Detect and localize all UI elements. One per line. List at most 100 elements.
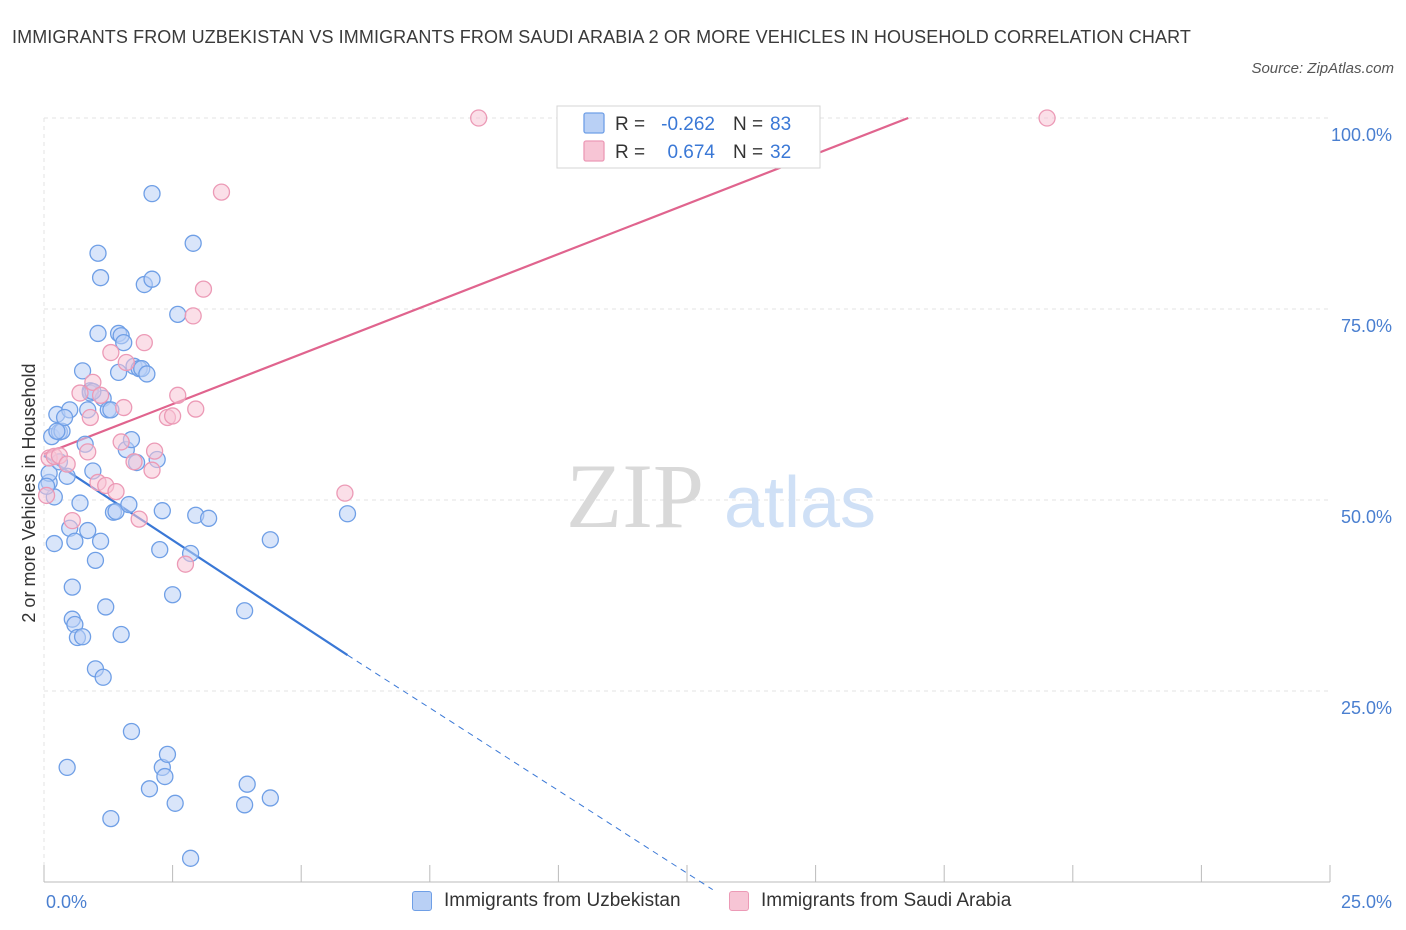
y-tick-label: 100.0%	[1331, 125, 1392, 145]
point-saudi-arabia	[91, 386, 110, 404]
point-uzbekistan	[112, 625, 130, 644]
watermark-atlas: atlas	[724, 463, 876, 543]
trend-line-saudi-arabia	[43, 116, 909, 456]
point-uzbekistan	[89, 244, 107, 262]
y-axis-label: 2 or more Vehicles in Household	[19, 363, 39, 622]
point-saudi-arabia	[143, 461, 161, 479]
point-uzbekistan	[235, 602, 254, 620]
point-uzbekistan	[261, 789, 279, 807]
point-saudi-arabia	[71, 384, 89, 402]
point-uzbekistan	[143, 270, 161, 288]
point-uzbekistan	[86, 551, 105, 570]
trend-line-uzbekistan-extension	[347, 654, 713, 891]
legend-n-label: N =	[733, 142, 763, 163]
point-saudi-arabia	[112, 433, 130, 451]
legend-r-label: R =	[615, 114, 645, 135]
point-uzbekistan	[48, 422, 66, 440]
point-saudi-arabia	[115, 398, 133, 417]
point-uzbekistan	[158, 745, 177, 764]
point-saudi-arabia	[187, 400, 205, 418]
y-tick-label: 25.0%	[1341, 698, 1392, 718]
legend-label-uzbekistan: Immigrants from Uzbekistan	[444, 890, 681, 911]
point-uzbekistan	[97, 598, 115, 616]
point-saudi-arabia	[79, 443, 97, 461]
legend-r-label: R =	[615, 142, 645, 163]
legend-n-value: 32	[770, 142, 791, 163]
legend-item-uzbekistan[interactable]: Immigrants from Uzbekistan	[412, 890, 681, 912]
point-uzbekistan	[140, 780, 159, 798]
point-uzbekistan	[79, 521, 97, 540]
legend-n-value: 83	[770, 114, 791, 135]
point-saudi-arabia	[194, 280, 213, 298]
point-uzbekistan	[156, 767, 174, 786]
y-tick-label: 50.0%	[1341, 507, 1392, 527]
legend-swatch-blue	[412, 891, 432, 911]
bottom-legend: Immigrants from Uzbekistan Immigrants fr…	[0, 888, 1406, 918]
point-saudi-arabia	[37, 486, 56, 505]
point-uzbekistan	[138, 365, 156, 383]
point-uzbekistan	[45, 534, 63, 553]
legend-swatch-pink	[729, 891, 749, 911]
correlation-legend: R = -0.262 N = 83 R = 0.674 N = 32	[556, 105, 821, 169]
point-uzbekistan	[235, 796, 254, 814]
point-saudi-arabia	[1038, 109, 1056, 127]
legend-swatch	[583, 112, 605, 134]
legend-label-saudi-arabia: Immigrants from Saudi Arabia	[761, 890, 1012, 911]
point-saudi-arabia	[81, 408, 99, 427]
point-uzbekistan	[169, 305, 187, 323]
point-uzbekistan	[151, 541, 169, 559]
x-tick-label: 25.0%	[1341, 892, 1392, 912]
point-uzbekistan	[338, 505, 357, 523]
point-uzbekistan	[73, 362, 92, 380]
point-saudi-arabia	[169, 386, 187, 404]
legend-r-value: 0.674	[667, 142, 715, 163]
point-saudi-arabia	[117, 353, 135, 372]
point-uzbekistan	[66, 532, 84, 550]
point-saudi-arabia	[107, 482, 125, 501]
point-uzbekistan	[199, 509, 218, 527]
point-uzbekistan	[63, 578, 81, 596]
point-uzbekistan	[55, 408, 74, 427]
point-saudi-arabia	[102, 343, 120, 362]
point-uzbekistan	[166, 794, 184, 812]
point-uzbekistan	[58, 758, 76, 777]
legend-swatch	[583, 140, 605, 162]
data-points	[37, 109, 1056, 867]
point-uzbekistan	[73, 628, 92, 646]
point-uzbekistan	[120, 495, 138, 514]
point-uzbekistan	[261, 531, 279, 549]
x-tick-label: 0.0%	[46, 892, 87, 912]
point-saudi-arabia	[130, 510, 148, 528]
y-tick-label: 75.0%	[1341, 316, 1392, 336]
point-uzbekistan	[153, 502, 171, 520]
point-saudi-arabia	[336, 484, 354, 502]
legend-n-label: N =	[733, 114, 763, 135]
legend-item-saudi-arabia[interactable]: Immigrants from Saudi Arabia	[729, 890, 1011, 912]
point-saudi-arabia	[58, 455, 76, 473]
point-saudi-arabia	[163, 407, 182, 425]
point-saudi-arabia	[125, 453, 143, 471]
axes: 25.0% 50.0% 75.0% 100.0% 0.0% 25.0%	[43, 125, 1392, 912]
watermark-zip: ZIP	[566, 445, 704, 547]
point-saudi-arabia	[135, 333, 153, 352]
point-uzbekistan	[238, 775, 256, 793]
point-uzbekistan	[91, 532, 110, 550]
point-saudi-arabia	[212, 183, 231, 201]
point-uzbekistan	[115, 333, 133, 352]
source-label: Source: ZipAtlas.com	[1251, 60, 1394, 77]
point-saudi-arabia	[145, 442, 164, 460]
point-uzbekistan	[94, 668, 112, 686]
point-saudi-arabia	[63, 511, 81, 530]
chart-title: IMMIGRANTS FROM UZBEKISTAN VS IMMIGRANTS…	[12, 27, 1191, 47]
legend-r-value: -0.262	[661, 114, 715, 135]
point-uzbekistan	[89, 324, 107, 343]
point-uzbekistan	[143, 184, 161, 203]
point-uzbekistan	[163, 586, 182, 604]
point-uzbekistan	[102, 809, 120, 828]
point-uzbekistan	[122, 722, 141, 741]
point-saudi-arabia	[470, 109, 488, 127]
watermark: ZIP atlas	[566, 445, 876, 547]
point-saudi-arabia	[184, 307, 202, 325]
point-uzbekistan	[71, 494, 89, 512]
